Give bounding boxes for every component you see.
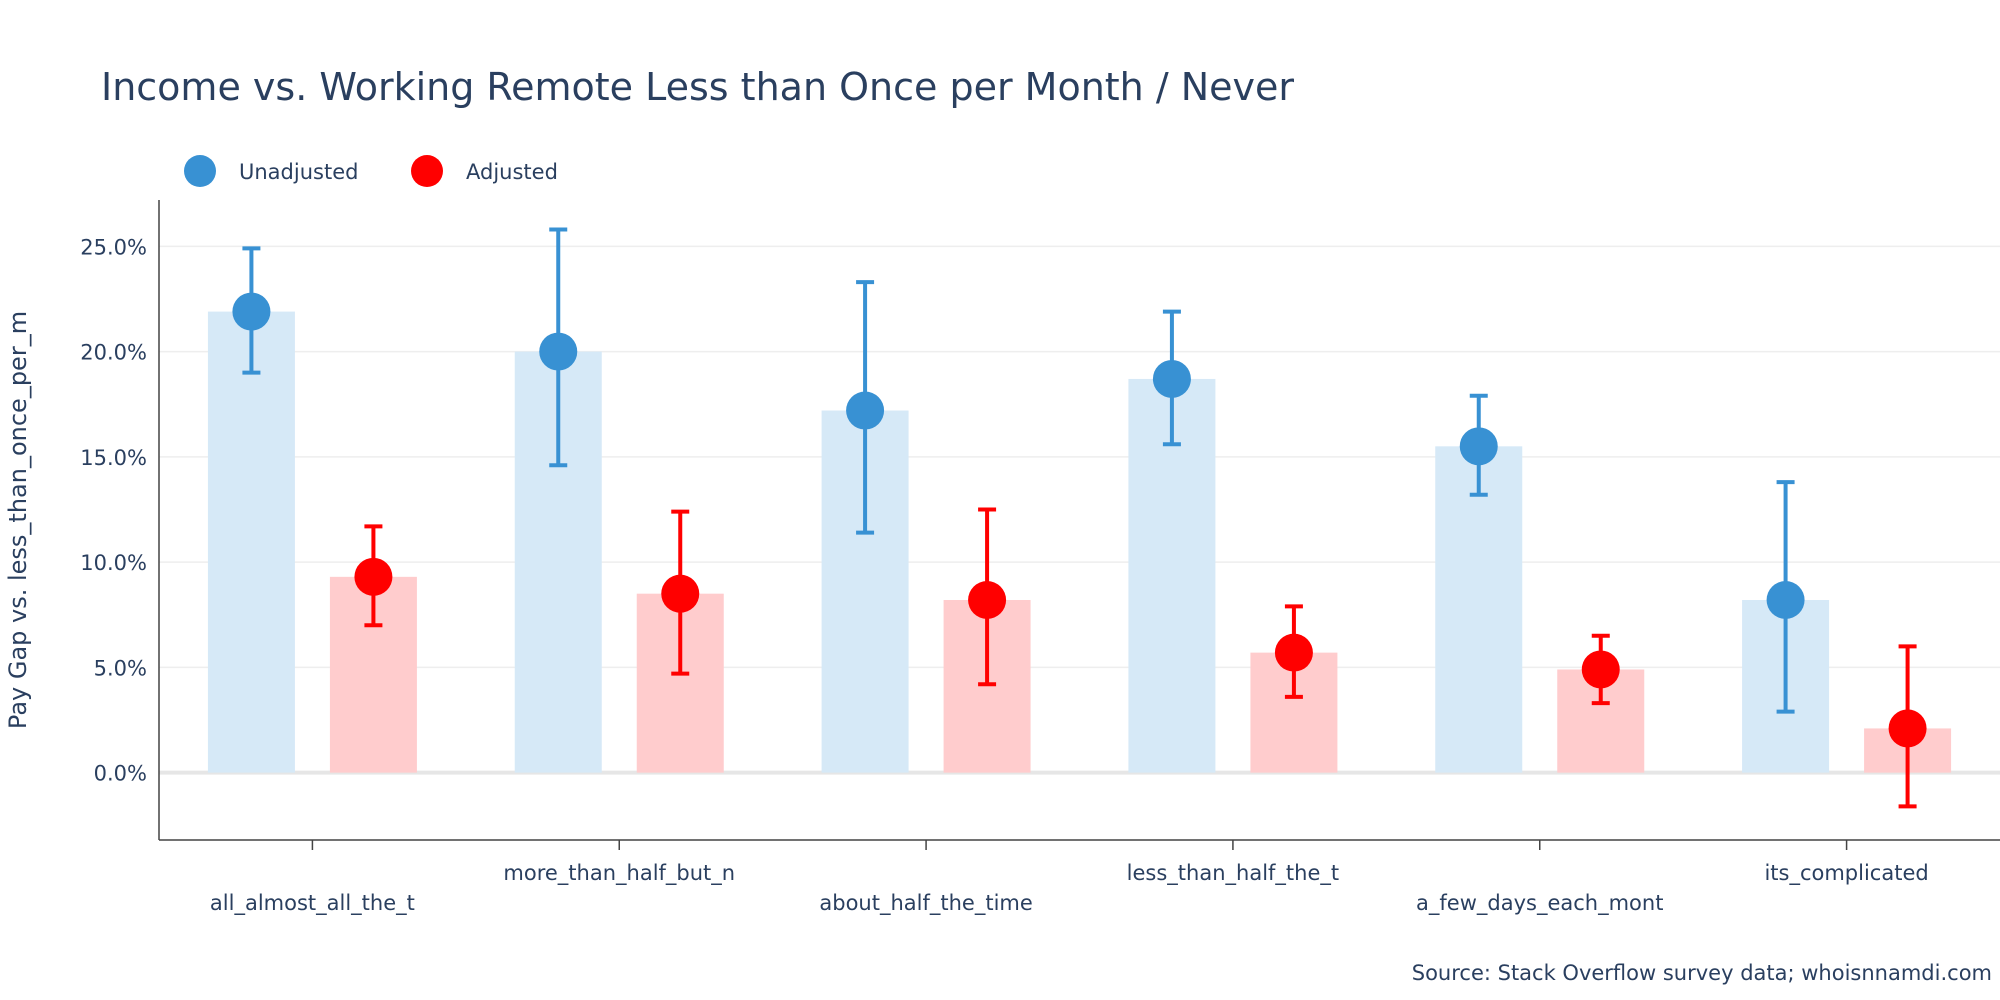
legend-label-adjusted: Adjusted xyxy=(466,160,558,184)
x-ticks: all_almost_all_the_t more_than_half_but_n… xyxy=(210,840,1929,916)
bar-unadjusted xyxy=(1435,446,1523,773)
point-unadjusted xyxy=(539,332,578,371)
y-axis-label: Pay Gap vs. less_than_once_per_m xyxy=(4,311,32,729)
points xyxy=(232,292,1927,748)
x-tick-label: more_than_half_but_n xyxy=(503,861,735,886)
legend-item-unadjusted[interactable]: Unadjusted xyxy=(184,155,358,187)
bar-unadjusted xyxy=(207,311,295,773)
x-tick-label: a_few_days_each_mont xyxy=(1416,891,1663,916)
legend-label-unadjusted: Unadjusted xyxy=(239,160,358,184)
legend-marker-adjusted xyxy=(411,155,443,187)
chart-title: Income vs. Working Remote Less than Once… xyxy=(101,65,1294,109)
point-unadjusted xyxy=(1152,359,1191,398)
y-tick-label: 15.0% xyxy=(80,446,147,470)
point-adjusted xyxy=(354,557,393,596)
y-tick-label: 5.0% xyxy=(94,656,147,680)
point-adjusted xyxy=(1581,650,1620,689)
legend-item-adjusted[interactable]: Adjusted xyxy=(411,155,558,187)
legend-marker-unadjusted xyxy=(184,155,216,187)
y-ticks: 0.0% 5.0% 10.0% 15.0% 20.0% 25.0% xyxy=(80,235,147,785)
legend[interactable]: Unadjusted Adjusted xyxy=(184,155,558,187)
point-adjusted xyxy=(968,581,1007,619)
y-tick-label: 10.0% xyxy=(80,551,147,575)
x-tick-label: its_complicated xyxy=(1764,861,1928,886)
gridlines xyxy=(159,245,2000,775)
x-tick-label: about_half_the_time xyxy=(819,891,1032,916)
point-adjusted xyxy=(1274,633,1313,672)
source-annotation: Source: Stack Overflow survey data; whoi… xyxy=(1412,961,1992,985)
point-unadjusted xyxy=(1459,427,1498,466)
y-tick-label: 0.0% xyxy=(94,762,147,786)
y-tick-label: 25.0% xyxy=(80,235,147,259)
error-bars xyxy=(242,227,1917,809)
x-tick-label: all_almost_all_the_t xyxy=(210,891,415,916)
bars xyxy=(207,311,1952,773)
x-tick-label: less_than_half_the_t xyxy=(1127,861,1339,886)
point-unadjusted xyxy=(846,391,885,430)
point-adjusted xyxy=(661,574,700,613)
y-tick-label: 20.0% xyxy=(80,341,147,365)
point-adjusted xyxy=(1888,709,1927,748)
point-unadjusted xyxy=(232,292,271,331)
point-unadjusted xyxy=(1766,581,1805,619)
